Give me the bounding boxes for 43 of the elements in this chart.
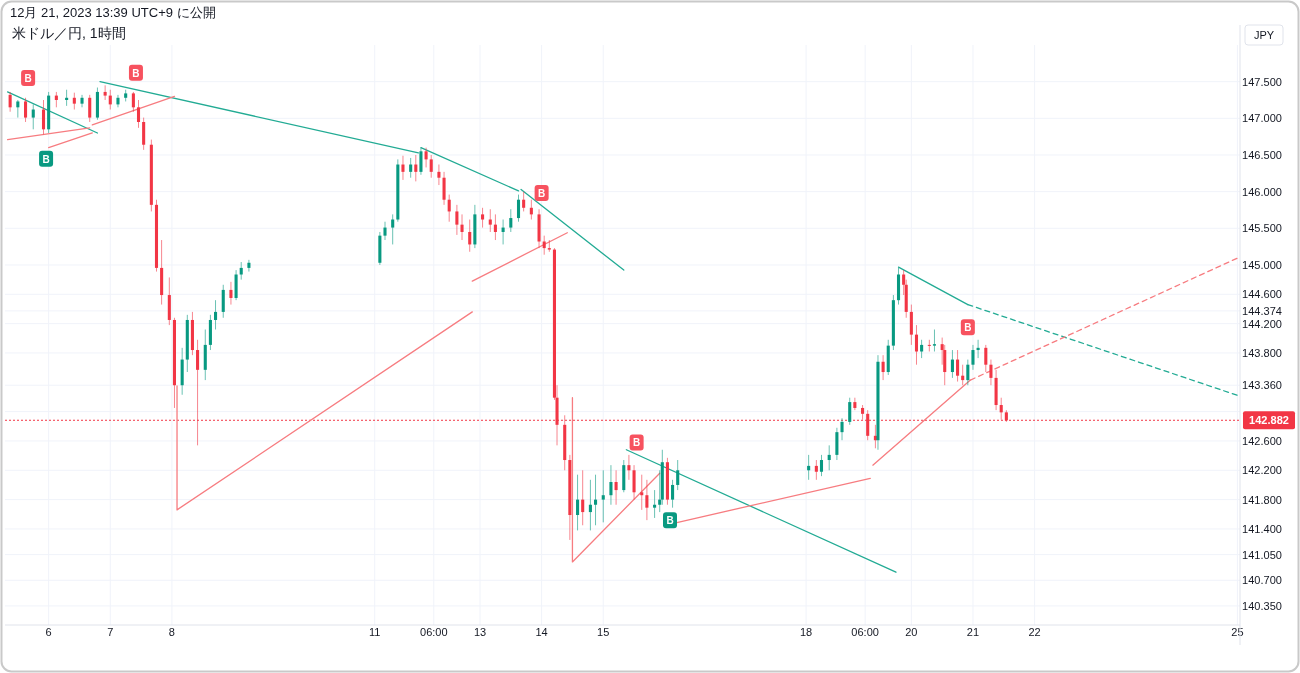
- y-tick-label: 144.374: [1242, 304, 1282, 317]
- ref-line-label: 142.882: [1249, 414, 1289, 427]
- y-tick-label: 142.600: [1242, 434, 1282, 447]
- y-tick-label: 143.800: [1242, 346, 1282, 359]
- x-tick-label: 06:00: [420, 626, 448, 638]
- x-tick-label: 7: [107, 626, 114, 638]
- chart-subtitle: 12月 21, 2023 13:39 UTC+9 に公開: [10, 5, 216, 20]
- y-tick-label: 146.000: [1242, 185, 1282, 198]
- x-tick-label: 20: [905, 626, 918, 638]
- annotation: B: [42, 153, 50, 165]
- x-tick-label: 15: [597, 626, 610, 638]
- y-tick-label: 140.700: [1242, 574, 1282, 587]
- x-tick-label: 13: [473, 626, 487, 638]
- y-tick-label: 147.500: [1242, 75, 1282, 88]
- y-tick-label: 140.350: [1242, 599, 1282, 612]
- annotation: B: [132, 67, 140, 79]
- x-tick-label: 14: [535, 626, 548, 638]
- annotation: B: [538, 188, 546, 200]
- y-tick-label: 143.360: [1242, 379, 1282, 392]
- x-tick-label: 11: [369, 626, 381, 638]
- annotation: B: [633, 437, 641, 449]
- annotation: B: [964, 322, 972, 334]
- x-tick-label: 21: [966, 626, 980, 638]
- annotation: B: [24, 73, 32, 84]
- y-tick-label: 147.000: [1242, 112, 1282, 125]
- y-tick-label: 145.500: [1242, 222, 1282, 235]
- x-tick-label: 6: [45, 626, 52, 638]
- x-tick-label: 8: [168, 626, 175, 638]
- chart-title: 米ドル／円, 1時間: [12, 25, 126, 41]
- y-tick-label: 146.500: [1242, 148, 1282, 161]
- x-tick-label: 25: [1231, 626, 1244, 638]
- y-tick-label: 141.400: [1242, 522, 1282, 535]
- y-tick-label: 144.200: [1242, 317, 1282, 330]
- annotation: B: [666, 515, 674, 527]
- x-tick-label: 18: [799, 626, 813, 638]
- y-axis-title: JPY: [1253, 29, 1275, 41]
- x-tick-label: 22: [1028, 626, 1041, 638]
- y-tick-label: 141.800: [1242, 493, 1282, 506]
- y-tick-label: 145.000: [1242, 258, 1282, 271]
- x-tick-label: 06:00: [851, 626, 879, 638]
- y-tick-label: 144.600: [1242, 288, 1282, 301]
- y-tick-label: 141.050: [1242, 548, 1282, 561]
- y-tick-label: 142.200: [1242, 464, 1282, 477]
